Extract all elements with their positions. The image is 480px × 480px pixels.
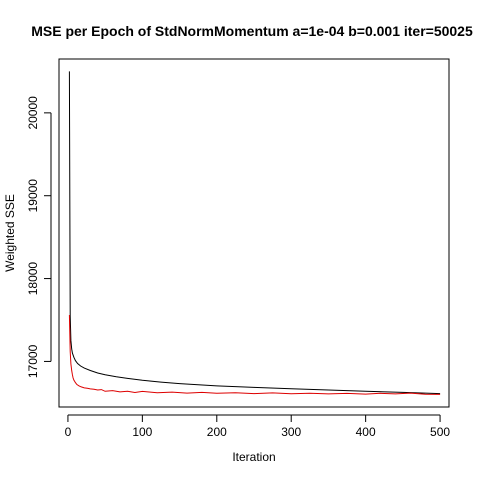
- y-tick-label: 20000: [26, 96, 40, 130]
- x-tick-label: 200: [207, 425, 227, 439]
- x-tick-label: 0: [65, 425, 72, 439]
- x-tick-label: 400: [356, 425, 376, 439]
- y-axis-label: Weighted SSE: [3, 194, 17, 272]
- x-tick-label: 100: [132, 425, 152, 439]
- x-tick-label: 500: [430, 425, 450, 439]
- series-line-1: [68, 71, 441, 395]
- plot-area: [68, 71, 441, 395]
- x-tick-label: 300: [281, 425, 301, 439]
- series-line-2: [68, 314, 441, 395]
- y-tick-label: 17000: [26, 344, 40, 378]
- x-axis-label: Iteration: [232, 450, 275, 464]
- y-axis: 17000 18000 19000 20000: [26, 96, 52, 378]
- y-tick-label: 18000: [26, 262, 40, 296]
- chart-title: MSE per Epoch of StdNormMomentum a=1e-04…: [31, 23, 473, 39]
- x-axis: 0 100 200 300 400 500: [65, 414, 450, 439]
- y-tick-label: 19000: [26, 179, 40, 213]
- plot-frame: [58, 58, 450, 408]
